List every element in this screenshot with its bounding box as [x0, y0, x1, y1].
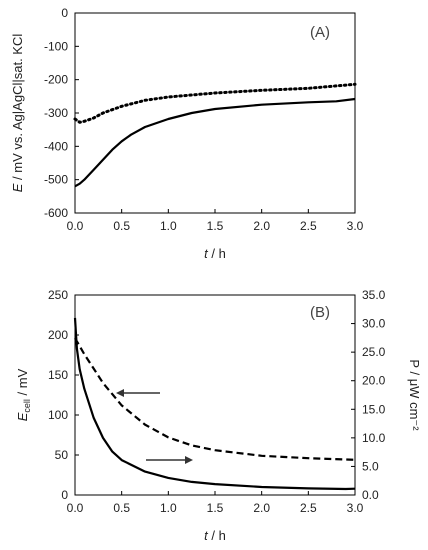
y-label-a-var: E [10, 183, 25, 192]
panel-label-b: (B) [310, 304, 330, 321]
x-axis-label-a: t / h [204, 246, 226, 261]
x-tick-label: 2.0 [253, 219, 270, 233]
x-axis-b: 0.0 0.5 1.0 1.5 2.0 2.5 3.0 [67, 491, 364, 515]
x-label-a-var: t [204, 246, 209, 261]
y2-tick-label: 25.0 [362, 345, 386, 359]
y2-tick-label: 30.0 [362, 317, 386, 331]
arrow-left-head [116, 389, 124, 397]
y-axis-label-b-right: P / μW cm⁻² [407, 359, 422, 431]
panel-label-a: (A) [310, 24, 330, 41]
x-tick-label: 2.0 [253, 501, 270, 515]
y2-tick-label: 15.0 [362, 402, 386, 416]
plot-frame-b [74, 294, 356, 496]
arrow-left-annotation [116, 389, 160, 397]
series-line-solid [74, 97, 356, 188]
y2-tick-label: 5.0 [362, 459, 379, 473]
y-axis-b-left: 0 50 100 150 200 250 [48, 288, 79, 502]
x-label-b-unit: / h [208, 528, 226, 543]
y-tick-label: 100 [48, 408, 68, 422]
y2-tick-label: 35.0 [362, 288, 386, 302]
series-group-a [73, 82, 357, 188]
y-tick-label: 200 [48, 328, 68, 342]
x-tick-label: 1.5 [207, 501, 224, 515]
y-tick-label: 250 [48, 288, 68, 302]
series-line-dotted [73, 82, 357, 124]
plot-frame-a [74, 12, 356, 214]
y-axis-a: 0 -100 -200 -300 -400 -500 -600 [44, 6, 79, 220]
x-tick-label: 1.0 [160, 501, 177, 515]
y2-tick-label: 10.0 [362, 431, 386, 445]
x-tick-label: 2.5 [300, 219, 317, 233]
y-tick-label: 0 [61, 488, 68, 502]
y-label-a-unit: / mV vs. Ag|AgCl|sat. KCl [10, 34, 25, 184]
x-tick-label: 0.5 [113, 219, 130, 233]
x-tick-label: 0.0 [67, 501, 84, 515]
x-axis-a: 0.0 0.5 1.0 1.5 2.0 2.5 3.0 [67, 209, 364, 233]
x-tick-label: 0.0 [67, 219, 84, 233]
y-tick-label: -500 [44, 173, 68, 187]
y-tick-label: 50 [55, 448, 69, 462]
x-tick-label: 1.5 [207, 219, 224, 233]
y2-tick-label: 0.0 [362, 488, 379, 502]
y-label-b-sub: cell [22, 399, 32, 413]
y-tick-label: -200 [44, 73, 68, 87]
x-label-b-var: t [204, 528, 209, 543]
series-line-solid [73, 317, 356, 491]
y2-tick-label: 20.0 [362, 374, 386, 388]
panel-a: (A) 0 -100 -200 -300 -400 -500 -600 0.0 0.5 1.0 1… [10, 6, 364, 261]
x-tick-label: 1.0 [160, 219, 177, 233]
y-label-b-var: E [15, 412, 30, 421]
y-tick-label: -100 [44, 39, 68, 53]
arrow-right-annotation [146, 456, 193, 464]
x-tick-label: 3.0 [347, 501, 364, 515]
x-tick-label: 0.5 [113, 501, 130, 515]
y-axis-label-b-left: Ecell / mV [15, 368, 32, 421]
panel-b: (B) 0 50 100 150 200 250 0.0 5.0 10.0 15.0 20.0 25… [15, 288, 422, 543]
y-axis-b-right: 0.0 5.0 10.0 15.0 20.0 25.0 30.0 35.0 [351, 288, 386, 502]
series-line-dashed [74, 337, 356, 461]
x-tick-label: 3.0 [347, 219, 364, 233]
y-tick-label: -600 [44, 206, 68, 220]
x-tick-label: 2.5 [300, 501, 317, 515]
y-tick-label: 0 [61, 6, 68, 20]
arrow-right-head [185, 456, 193, 464]
x-axis-label-b: t / h [204, 528, 226, 543]
y-label-b-unit: / mV [15, 368, 30, 399]
y-tick-label: -400 [44, 139, 68, 153]
x-label-a-unit: / h [208, 246, 226, 261]
y-tick-label: 150 [48, 368, 68, 382]
series-group-b [73, 317, 356, 491]
y-axis-label-a: E / mV vs. Ag|AgCl|sat. KCl [10, 34, 25, 193]
y-tick-label: -300 [44, 106, 68, 120]
